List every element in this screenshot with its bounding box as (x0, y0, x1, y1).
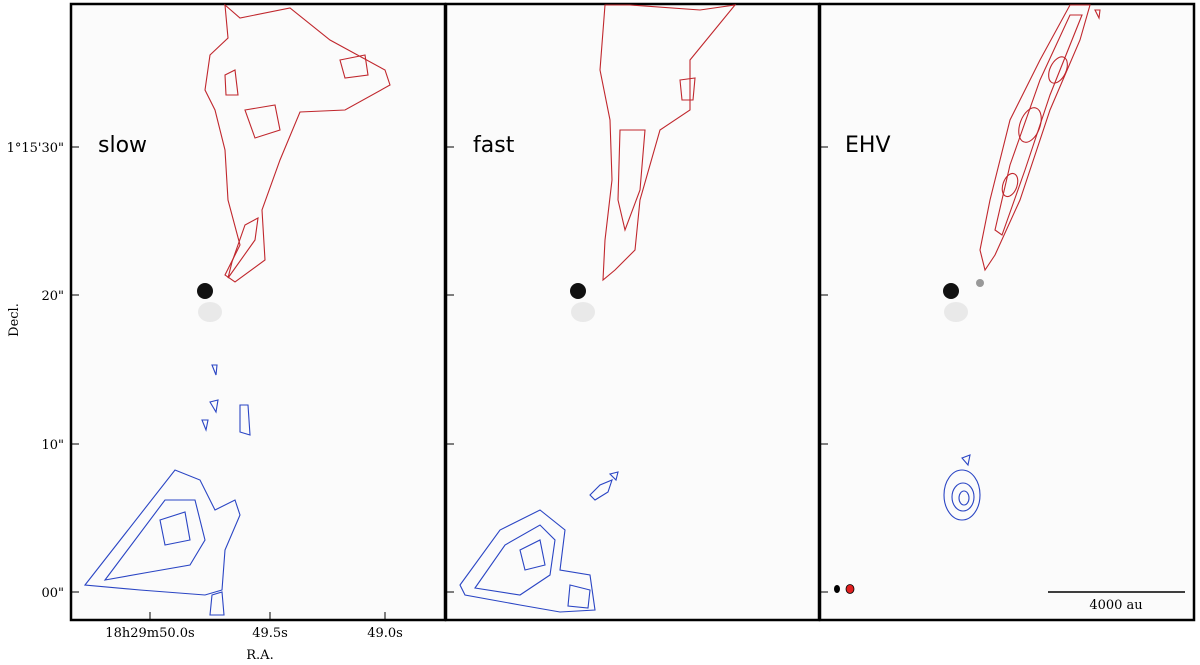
beam (834, 585, 840, 593)
x-axis-label: R.A. (246, 648, 273, 663)
panel-label: fast (473, 133, 515, 158)
panel-frame (69, 2, 447, 622)
x-tick-label: 49.5s (252, 626, 288, 641)
beam (845, 584, 855, 594)
y-tick-label: 1°15'30" (7, 141, 64, 156)
panel-label: slow (98, 133, 147, 158)
panel-frame (444, 2, 821, 622)
x-tick-label: 49.0s (367, 626, 403, 641)
panel-frame (818, 2, 1196, 622)
continuum-source (197, 279, 984, 322)
x-tick-label: 18h29m50.0s (105, 626, 194, 641)
contours-ehv (834, 4, 1185, 594)
y-tick-label: 00" (41, 586, 64, 601)
tick-marks (71, 146, 828, 620)
y-tick-label: 20" (41, 289, 64, 304)
contours-slow (83, 3, 391, 616)
y-tick-label: 10" (41, 438, 64, 453)
panel-label: EHV (845, 133, 891, 158)
contours-fast (459, 4, 737, 613)
y-axis-label: Decl. (7, 303, 22, 337)
scale-bar-label: 4000 au (1089, 598, 1142, 613)
